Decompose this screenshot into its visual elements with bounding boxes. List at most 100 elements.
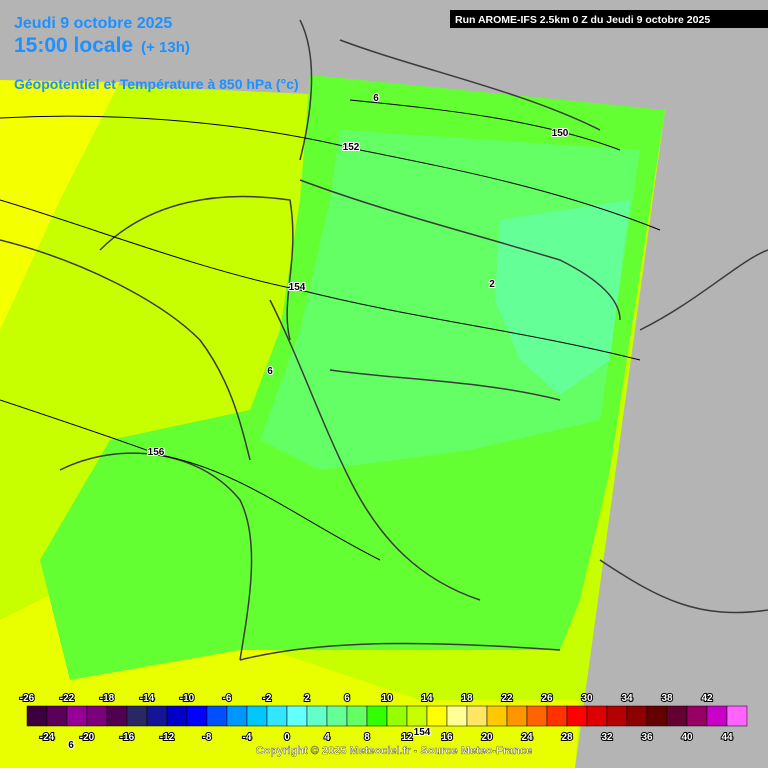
isohypse — [0, 115, 661, 231]
color-box — [606, 705, 628, 727]
color-box — [266, 705, 288, 727]
color-box — [366, 705, 388, 727]
colorbar-label: -12 — [160, 732, 175, 743]
colorbar-label: 28 — [561, 732, 573, 743]
cold-zone — [495, 200, 630, 395]
coast — [339, 39, 601, 131]
colorbar-label: -22 — [60, 693, 75, 704]
color-box — [126, 705, 148, 727]
contour-label: 152 — [343, 142, 360, 153]
color-box — [726, 705, 748, 727]
offset: (+ 13h) — [141, 39, 190, 56]
colorbar-label: 34 — [621, 693, 633, 704]
colorbar-label: 10 — [381, 693, 393, 704]
contour-label: 6 — [68, 740, 74, 751]
color-box — [426, 705, 448, 727]
coast — [299, 19, 313, 161]
colorbar-label: 18 — [461, 693, 473, 704]
color-box — [306, 705, 328, 727]
color-box — [446, 705, 468, 727]
isohypses — [0, 99, 661, 561]
color-box — [186, 705, 208, 727]
color-box — [466, 705, 488, 727]
color-box — [66, 705, 88, 727]
contour-label: 156 — [148, 447, 165, 458]
border — [99, 195, 294, 341]
border — [639, 249, 768, 331]
color-box — [86, 705, 108, 727]
color-box — [246, 705, 268, 727]
color-box — [146, 705, 168, 727]
colorbar-label: 38 — [661, 693, 673, 704]
color-box — [46, 705, 68, 727]
color-box — [106, 705, 128, 727]
color-box — [686, 705, 708, 727]
colorbar-label: 36 — [641, 732, 653, 743]
color-box — [26, 705, 48, 727]
contour-label: 154 — [289, 282, 306, 293]
time-text: 15:00 locale — [14, 34, 133, 57]
borders — [0, 19, 768, 661]
border — [0, 239, 251, 461]
color-box — [346, 705, 368, 727]
color-box — [286, 705, 308, 727]
colorbar-label: 22 — [501, 693, 513, 704]
colorbar-label: 30 — [581, 693, 593, 704]
colorbar-label: 6 — [344, 693, 350, 704]
colorbar-label: -20 — [80, 732, 95, 743]
isohypse — [349, 99, 621, 151]
colorbar-label: -2 — [263, 693, 272, 704]
colorbar-label: 44 — [721, 732, 733, 743]
color-box — [626, 705, 648, 727]
color-box — [646, 705, 668, 727]
run: Run AROME-IFS 2.5km 0 Z du Jeudi 9 octob… — [455, 14, 710, 26]
colorbar-label: -26 — [20, 693, 35, 704]
color-box — [386, 705, 408, 727]
colorbar-label: 24 — [521, 732, 533, 743]
colorbar-label: 2 — [304, 693, 310, 704]
colorbar-label: -8 — [203, 732, 212, 743]
border — [599, 559, 768, 614]
color-box — [226, 705, 248, 727]
color-box — [526, 705, 548, 727]
color-box — [166, 705, 188, 727]
parameter: Géopotentiel et Température à 850 hPa (°… — [14, 76, 299, 92]
colorbar-label: -10 — [180, 693, 195, 704]
colorbar-label: 42 — [701, 693, 713, 704]
color-box — [566, 705, 588, 727]
color-box — [206, 705, 228, 727]
colorbar-label: 8 — [364, 732, 370, 743]
colorbar-label: 32 — [601, 732, 613, 743]
colorbar-label: -16 — [120, 732, 135, 743]
isohypse — [0, 199, 641, 361]
colorbar-label: 40 — [681, 732, 693, 743]
copyright: Copyright © 2025 Meteociel.fr - Source M… — [256, 745, 532, 757]
warm-zone — [0, 80, 120, 330]
run-box — [450, 10, 768, 28]
color-box — [486, 705, 508, 727]
border — [329, 369, 561, 401]
color-box — [706, 705, 728, 727]
color-box — [506, 705, 528, 727]
contour-label: 6 — [373, 93, 379, 104]
contour-label: 150 — [552, 128, 569, 139]
border — [59, 452, 253, 661]
color-box — [586, 705, 608, 727]
contour-label: 2 — [489, 279, 495, 290]
date: Jeudi 9 octobre 2025 — [14, 15, 172, 32]
colorbar-label: 14 — [421, 693, 433, 704]
colorbar-label: 0 — [284, 732, 290, 743]
colorbar-label: 20 — [481, 732, 493, 743]
color-box — [406, 705, 428, 727]
color-box — [326, 705, 348, 727]
color-box — [546, 705, 568, 727]
color-box — [666, 705, 688, 727]
colorbar-label: -24 — [40, 732, 55, 743]
colorbar-label: -4 — [243, 732, 252, 743]
contour-label: 6 — [267, 366, 273, 377]
colorbar-label: -6 — [223, 693, 232, 704]
time: 15:00 locale (+ 13h) — [14, 34, 190, 57]
colorbar: -26-24-22-20-18-16-14-12-10-8-6-4-202468… — [19, 692, 748, 744]
